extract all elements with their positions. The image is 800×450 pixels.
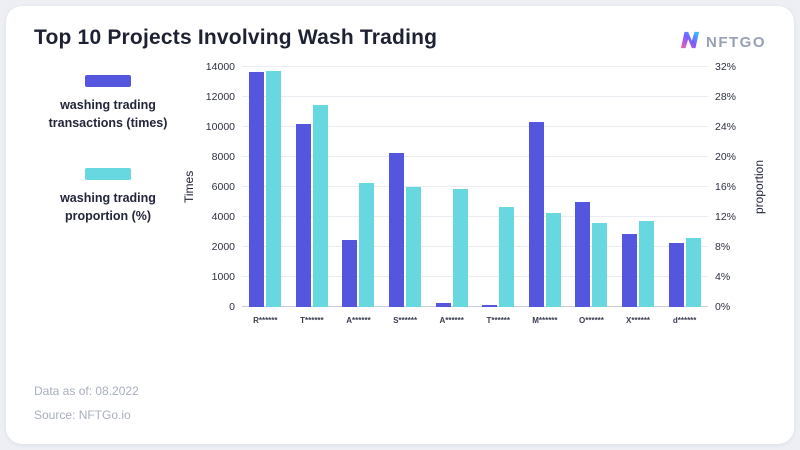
bar-group [568,67,615,307]
axis-title-times: Times [182,170,196,204]
left-tick-label: 2000 [211,241,235,253]
nftgo-logo-icon [679,30,701,55]
bar-proportion[interactable] [266,70,282,307]
gridline [242,246,708,247]
gridline [242,216,708,217]
x-axis-label: M****** [532,316,558,325]
bar-transactions[interactable] [668,242,684,307]
gridline [242,276,708,277]
nftgo-logo-text: NFTGO [706,34,766,51]
bar-transactions[interactable] [575,202,591,307]
bars-layer [242,67,708,307]
x-axis-label: X****** [626,316,651,325]
legend-swatch-transactions [85,75,131,87]
bar-proportion[interactable] [685,238,701,307]
bar-transactions[interactable] [435,302,451,307]
bar-transactions[interactable] [622,233,638,307]
axis-title-proportion: proportion [752,159,766,215]
bar-proportion[interactable] [499,206,515,307]
footer-data-as-of: Data as of: 08.2022 [34,384,139,398]
left-tick-label: 1000 [211,271,235,283]
bar-proportion[interactable] [359,183,375,307]
bar-transactions[interactable] [295,124,311,307]
x-axis-label: T****** [300,316,324,325]
legend-swatch-proportion [85,168,131,181]
left-tick-label: 0 [229,301,235,313]
gridline [242,126,708,127]
legend-label-transactions: washing trading transactions (times) [48,98,168,131]
right-tick-label: 24% [715,121,737,133]
footer: Data as of: 08.2022 Source: NFTGo.io [34,384,766,426]
x-axis-labels: R****** T****** A****** S****** A****** T****… [242,316,708,325]
gridline [242,96,708,97]
plot-area [242,66,708,307]
x-axis-label: A****** [439,316,464,325]
right-tick-label: 0% [715,301,731,313]
right-tick-label: 12% [715,211,737,223]
app-card: Top 10 Projects Involving Wash Trading N… [6,6,794,444]
legend-item-transactions[interactable]: washing trading transactions (times) [47,75,169,132]
bar-transactions[interactable] [342,239,358,307]
gridline [242,186,708,187]
left-tick-label: 12000 [205,91,235,103]
legend-item-proportion[interactable]: washing trading proportion (%) [47,168,169,225]
x-axis-label: d****** [672,316,697,325]
x-axis-label: S****** [393,316,418,325]
legend-label-proportion: washing trading proportion (%) [60,191,156,224]
footer-source: Source: NFTGo.io [34,408,131,422]
left-tick-label: 6000 [211,181,235,193]
x-axis-label: O****** [579,316,604,325]
chart-section: washing trading transactions (times) was… [34,59,766,325]
bar-proportion[interactable] [592,223,608,307]
bar-transactions[interactable] [249,71,265,307]
bar-group [335,67,382,307]
header: Top 10 Projects Involving Wash Trading N… [34,26,766,55]
bar-transactions[interactable] [482,304,498,307]
bar-group [661,67,708,307]
bar-transactions[interactable] [389,152,405,307]
page-title: Top 10 Projects Involving Wash Trading [34,26,438,49]
bar-group [615,67,662,307]
bar-proportion[interactable] [452,189,468,307]
bar-group [382,67,429,307]
bar-group [289,67,336,307]
bar-proportion[interactable] [312,104,328,307]
bar-group [475,67,522,307]
x-axis-label: R****** [253,316,278,325]
gridline [242,156,708,157]
x-axis-label: A****** [346,316,371,325]
nftgo-logo[interactable]: NFTGO [679,30,766,55]
gridline [242,306,708,307]
wash-trading-chart: Times 0 1000 2000 4000 6000 8000 10000 12000 140… [182,59,766,325]
right-tick-label: 4% [715,271,731,283]
right-tick-label: 8% [715,241,731,253]
plot-column: R****** T****** A****** S****** A****** T****… [242,66,708,325]
left-tick-label: 8000 [211,151,235,163]
bar-transactions[interactable] [528,121,544,307]
bar-group [522,67,569,307]
left-tick-label: 10000 [205,121,235,133]
bar-group [428,67,475,307]
right-tick-label: 16% [715,181,737,193]
gridline [242,66,708,67]
bar-proportion[interactable] [545,213,561,307]
bar-proportion[interactable] [639,220,655,307]
left-tick-label: 4000 [211,211,235,223]
bar-proportion[interactable] [406,187,422,307]
right-tick-label: 20% [715,151,737,163]
x-axis-label: T****** [486,316,511,325]
left-tick-label: 14000 [205,61,235,73]
y-axis-left: 0 1000 2000 4000 6000 8000 10000 12000 14000 [196,61,242,313]
y-axis-right: 0% 4% 8% 12% 16% 20% 24% 28% 32% [708,61,752,313]
legend: washing trading transactions (times) was… [34,59,182,325]
right-tick-label: 28% [715,91,737,103]
right-tick-label: 32% [715,61,737,73]
bar-group [242,67,289,307]
